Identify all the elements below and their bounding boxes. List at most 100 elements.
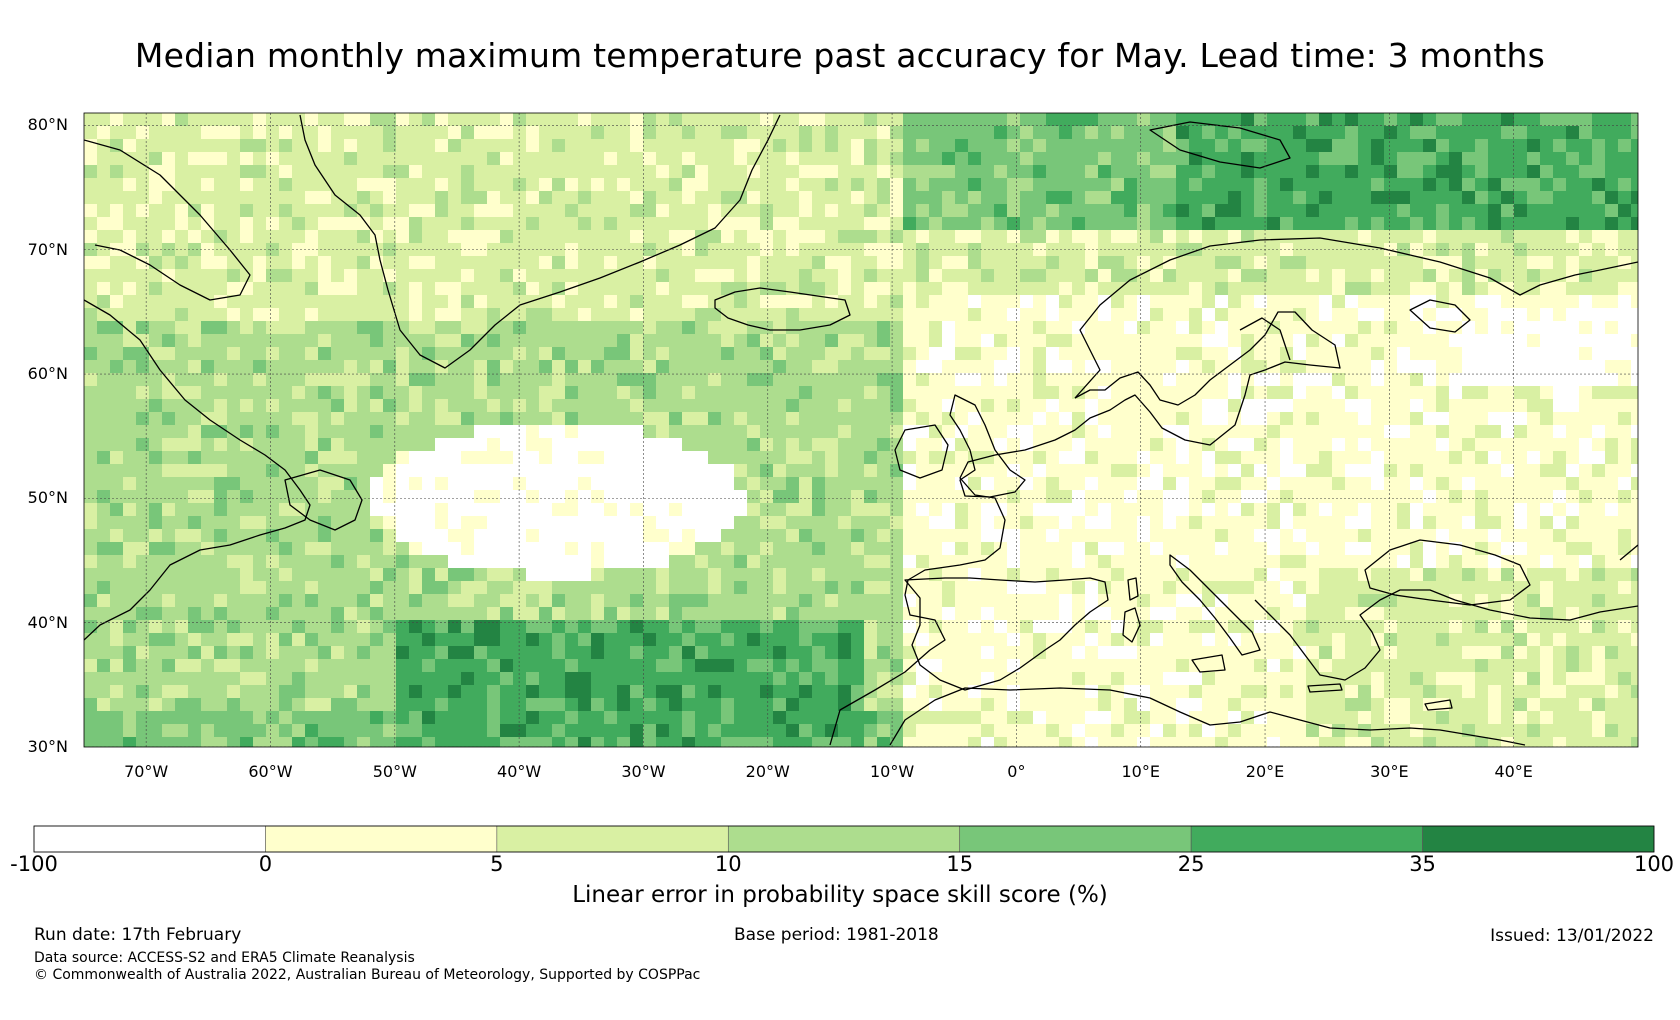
skill-cell xyxy=(1410,321,1424,335)
skill-cell xyxy=(929,191,943,205)
skill-cell xyxy=(526,646,540,660)
skill-cell xyxy=(1280,386,1294,400)
skill-cell xyxy=(1215,529,1229,543)
skill-cell xyxy=(1137,295,1151,309)
skill-cell xyxy=(1176,516,1190,530)
skill-cell xyxy=(227,438,241,452)
skill-cell xyxy=(1202,191,1216,205)
skill-cell xyxy=(1189,620,1203,634)
skill-cell xyxy=(981,477,995,491)
skill-cell xyxy=(318,191,332,205)
skill-cell xyxy=(1527,555,1541,569)
skill-cell xyxy=(799,230,813,244)
skill-cell xyxy=(1228,464,1242,478)
skill-cell xyxy=(1332,399,1346,413)
skill-cell xyxy=(812,581,826,595)
skill-cell xyxy=(1111,555,1125,569)
skill-cell xyxy=(1514,347,1528,361)
skill-cell xyxy=(1345,555,1359,569)
skill-cell xyxy=(1397,308,1411,322)
skill-cell xyxy=(1137,243,1151,257)
skill-cell xyxy=(1631,438,1638,452)
skill-cell xyxy=(266,386,280,400)
skill-cell xyxy=(669,217,683,231)
skill-cell xyxy=(1085,321,1099,335)
skill-cell xyxy=(916,243,930,257)
skill-cell xyxy=(669,412,683,426)
skill-cell xyxy=(318,152,332,166)
skill-cell xyxy=(1085,334,1099,348)
skill-cell xyxy=(435,412,449,426)
skill-cell xyxy=(799,321,813,335)
skill-cell xyxy=(1202,165,1216,179)
skill-cell xyxy=(981,451,995,465)
skill-cell xyxy=(1618,425,1632,439)
skill-cell xyxy=(604,178,618,192)
skill-cell xyxy=(1488,321,1502,335)
skill-cell xyxy=(656,594,670,608)
skill-cell xyxy=(1241,269,1255,283)
skill-cell xyxy=(1475,204,1489,218)
skill-cell xyxy=(1163,139,1177,153)
skill-cell xyxy=(968,269,982,283)
skill-cell xyxy=(149,529,163,543)
skill-cell xyxy=(383,217,397,231)
skill-cell xyxy=(1436,412,1450,426)
skill-cell xyxy=(1137,464,1151,478)
skill-cell xyxy=(630,529,644,543)
skill-cell xyxy=(981,542,995,556)
skill-cell xyxy=(370,139,384,153)
skill-cell xyxy=(448,373,462,387)
skill-cell xyxy=(1488,282,1502,296)
skill-cell xyxy=(1306,451,1320,465)
skill-cell xyxy=(331,425,345,439)
skill-cell xyxy=(1436,334,1450,348)
skill-cell xyxy=(968,620,982,634)
skill-cell xyxy=(799,516,813,530)
skill-cell xyxy=(669,568,683,582)
skill-cell xyxy=(1488,334,1502,348)
skill-cell xyxy=(110,165,124,179)
skill-cell xyxy=(955,555,969,569)
skill-cell xyxy=(773,295,787,309)
skill-cell xyxy=(448,230,462,244)
skill-cell xyxy=(448,555,462,569)
skill-cell xyxy=(526,438,540,452)
skill-cell xyxy=(786,568,800,582)
skill-cell xyxy=(1540,399,1554,413)
skill-cell xyxy=(1566,373,1580,387)
skill-cell xyxy=(578,633,592,647)
skill-cell xyxy=(1631,425,1638,439)
skill-cell xyxy=(513,386,527,400)
skill-cell xyxy=(1306,347,1320,361)
skill-cell xyxy=(1332,594,1346,608)
skill-cell xyxy=(500,243,514,257)
skill-cell xyxy=(214,542,228,556)
skill-cell xyxy=(643,633,657,647)
skill-cell xyxy=(344,217,358,231)
skill-cell xyxy=(1059,490,1073,504)
skill-cell xyxy=(526,139,540,153)
skill-cell xyxy=(396,646,410,660)
skill-cell xyxy=(318,386,332,400)
skill-cell xyxy=(1059,347,1073,361)
skill-cell xyxy=(1501,399,1515,413)
skill-cell xyxy=(903,295,917,309)
skill-cell xyxy=(474,620,488,634)
skill-cell xyxy=(1592,373,1606,387)
skill-cell xyxy=(448,633,462,647)
skill-cell xyxy=(1254,568,1268,582)
skill-cell xyxy=(123,568,137,582)
skill-cell xyxy=(617,386,631,400)
skill-cell xyxy=(84,373,98,387)
skill-cell xyxy=(188,412,202,426)
skill-cell xyxy=(968,126,982,140)
skill-cell xyxy=(240,451,254,465)
skill-cell xyxy=(773,282,787,296)
skill-cell xyxy=(799,360,813,374)
skill-cell xyxy=(721,490,735,504)
skill-cell xyxy=(1098,152,1112,166)
skill-cell xyxy=(123,347,137,361)
skill-cell xyxy=(1215,633,1229,647)
skill-cell xyxy=(916,217,930,231)
